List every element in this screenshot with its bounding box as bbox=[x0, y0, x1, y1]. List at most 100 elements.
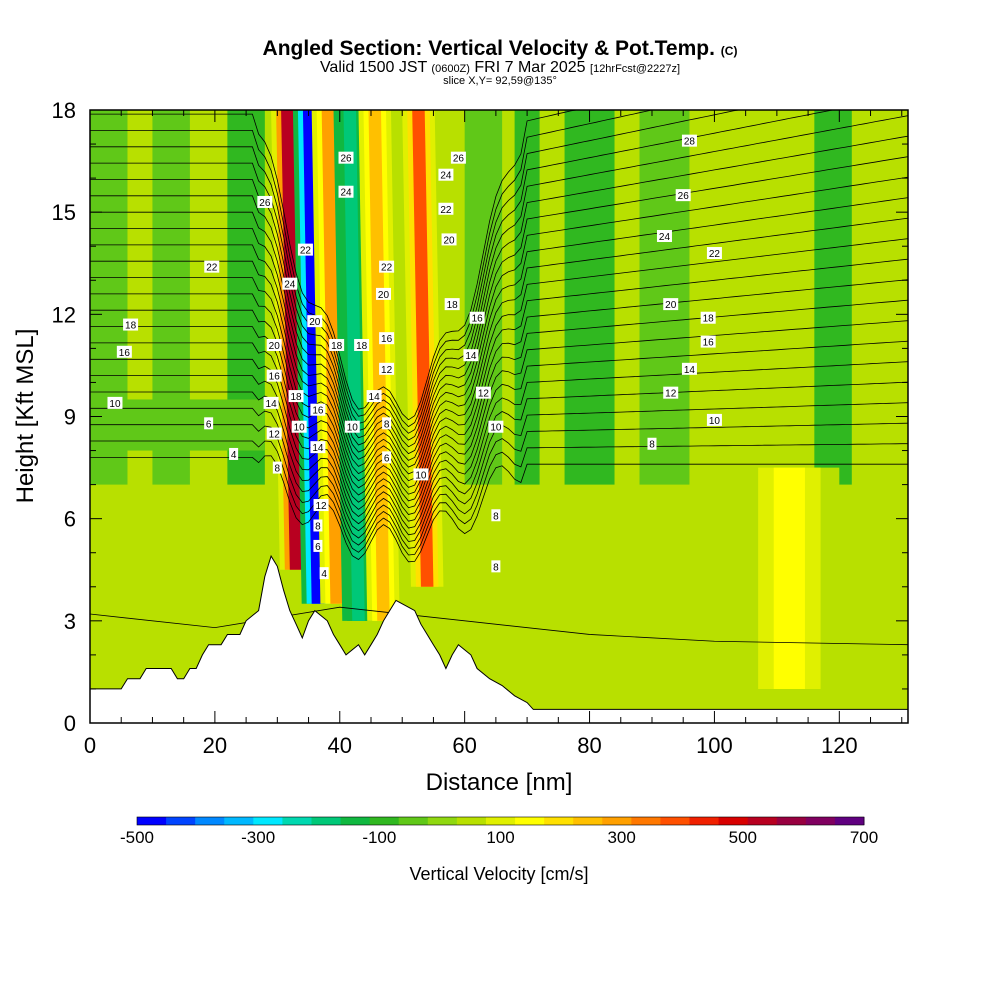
colorbar-swatch bbox=[166, 817, 196, 825]
contour-label-bg bbox=[379, 260, 395, 273]
colorbar-frame bbox=[136, 816, 865, 826]
contour-label-bg bbox=[450, 151, 466, 164]
contour-label-bg bbox=[338, 151, 354, 164]
contour-label-bg bbox=[675, 189, 691, 202]
contour-label: 4 bbox=[321, 569, 327, 580]
contour-label: 12 bbox=[315, 501, 327, 512]
contour-label: 20 bbox=[443, 235, 455, 246]
colorbar-swatch bbox=[369, 817, 400, 825]
contour-label: 10 bbox=[415, 470, 427, 481]
contour-label: 6 bbox=[206, 419, 212, 430]
colorbar-swatch bbox=[776, 817, 807, 825]
contour-label: 18 bbox=[703, 314, 715, 325]
contour-label: 14 bbox=[369, 392, 381, 403]
velocity-feature bbox=[412, 110, 434, 587]
terrain-profile bbox=[90, 554, 908, 723]
contour-label: 28 bbox=[684, 137, 696, 148]
contour-label-bg bbox=[313, 519, 323, 532]
colorbar-swatch bbox=[282, 817, 312, 825]
contour-label-bg bbox=[700, 335, 716, 348]
chart-header: Angled Section: Vertical Velocity & Pot.… bbox=[0, 38, 1000, 87]
colorbar-swatch bbox=[805, 817, 836, 825]
contour-label-bg bbox=[463, 349, 479, 362]
contour-label-bg bbox=[263, 396, 279, 409]
contour-label: 20 bbox=[665, 300, 677, 311]
colorbar-swatch bbox=[311, 817, 342, 825]
contour-label-bg bbox=[488, 420, 504, 433]
contour-label-bg bbox=[375, 287, 391, 300]
contour-label: 8 bbox=[493, 562, 499, 573]
contour-line bbox=[90, 455, 908, 563]
contour-line bbox=[90, 110, 908, 441]
colorbar-swatch bbox=[660, 817, 691, 825]
contour-label-bg bbox=[663, 298, 679, 311]
contour-label-bg bbox=[354, 338, 370, 351]
contour-label: 8 bbox=[315, 521, 321, 532]
colorbar-tick-label: 500 bbox=[729, 828, 757, 847]
x-tick-label: 120 bbox=[821, 733, 858, 758]
contour-label: 12 bbox=[381, 365, 393, 376]
contour-label-bg bbox=[204, 260, 220, 273]
contour-label: 16 bbox=[312, 406, 324, 417]
contour-label-bg bbox=[116, 345, 132, 358]
contour-label-bg bbox=[469, 311, 485, 324]
x-tick-label: 80 bbox=[577, 733, 601, 758]
x-tick-label: 0 bbox=[84, 733, 96, 758]
colorbar-title: Vertical Velocity [cm/s] bbox=[409, 864, 588, 884]
x-axis-title: Distance [nm] bbox=[426, 769, 573, 796]
contour-label: 8 bbox=[649, 440, 655, 451]
contour-label: 24 bbox=[659, 232, 671, 243]
plot-area: 10 16 18 6 4 22 26 20 16 14 12 8 24 22 18 10 20 16 14 12 8 6 4… bbox=[90, 110, 908, 723]
colorbar-swatch bbox=[427, 817, 458, 825]
colorbar-swatch bbox=[456, 817, 487, 825]
contour-label: 22 bbox=[709, 249, 721, 260]
contour-line bbox=[90, 110, 908, 421]
contour-label-bg bbox=[706, 413, 722, 426]
contour-labels: 10 16 18 6 4 22 26 20 16 14 12 8 24 22 18 10 20 16 14 12 8 6 4… bbox=[107, 134, 722, 580]
contour-line bbox=[90, 156, 908, 461]
contour-line bbox=[90, 115, 908, 448]
contour-label-bg bbox=[229, 447, 239, 460]
chart-subtitle: Valid 1500 JST (0600Z) FRI 7 Mar 2025 [1… bbox=[319, 59, 681, 76]
background-band bbox=[564, 110, 615, 485]
contour-label-bg bbox=[313, 499, 329, 512]
contour-label: 18 bbox=[356, 341, 368, 352]
x-axis: 0 20 40 60 80 100 120 bbox=[84, 110, 903, 758]
contour-label-bg bbox=[307, 315, 323, 328]
colorbar-swatch bbox=[747, 817, 778, 825]
colorbar-swatch bbox=[689, 817, 720, 825]
contour-label-bg bbox=[257, 195, 273, 208]
slice-info: slice X,Y= 92,59@135° bbox=[443, 75, 557, 87]
contour-label-bg bbox=[706, 247, 722, 260]
contour-label: 14 bbox=[312, 443, 324, 454]
contour-label: 20 bbox=[309, 317, 321, 328]
contour-line bbox=[90, 440, 908, 556]
contour-label-bg bbox=[344, 420, 360, 433]
contour-label-bg bbox=[366, 390, 382, 403]
contour-line bbox=[90, 238, 908, 488]
y-axis: 0 3 6 9 12 15 18 bbox=[52, 98, 908, 736]
contour-label-bg bbox=[123, 318, 139, 331]
contour-label-bg bbox=[700, 311, 716, 324]
contour-label-bg bbox=[297, 243, 313, 256]
y-tick-label: 18 bbox=[52, 98, 76, 123]
contour-label: 26 bbox=[678, 191, 690, 202]
contour-label: 8 bbox=[275, 464, 281, 475]
contour-label: 26 bbox=[453, 154, 465, 165]
contour-label: 18 bbox=[125, 321, 137, 332]
contour-label: 6 bbox=[384, 453, 390, 464]
colorbar-swatch bbox=[573, 817, 603, 825]
potential-temperature-contours bbox=[90, 110, 908, 646]
x-tick-label: 20 bbox=[203, 733, 227, 758]
contour-label: 14 bbox=[465, 351, 477, 362]
colorbar-swatch bbox=[515, 817, 545, 825]
y-tick-label: 6 bbox=[64, 507, 76, 532]
colorbar-swatch bbox=[602, 817, 632, 825]
contour-label-bg bbox=[272, 461, 282, 474]
contour-label-bg bbox=[282, 277, 298, 290]
colorbar-swatch bbox=[485, 817, 516, 825]
contour-label: 8 bbox=[493, 511, 499, 522]
contour-line bbox=[90, 176, 908, 468]
contour-label: 22 bbox=[300, 246, 312, 257]
contour-line bbox=[90, 299, 908, 509]
